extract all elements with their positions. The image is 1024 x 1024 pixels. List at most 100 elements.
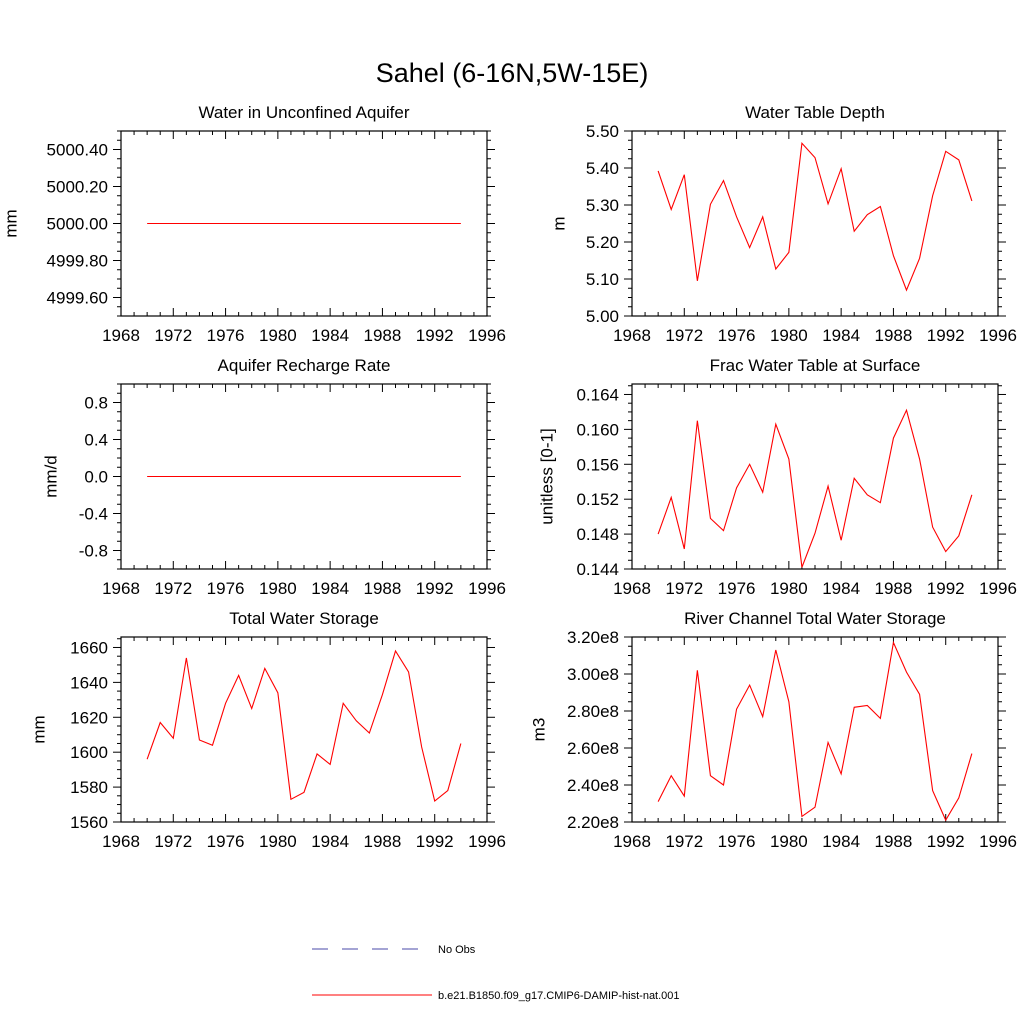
x-tick-label: 1988 <box>364 579 402 598</box>
x-tick-label: 1968 <box>613 579 651 598</box>
panel-water-in-unconfined-aquifer: Water in Unconfined Aquifer mm 1968 1972 197… <box>1 103 505 345</box>
series-line-path <box>146 649 462 803</box>
y-axis-label: mm <box>1 209 20 237</box>
y-axis-label: m <box>549 216 568 230</box>
legend: No Obs b.e21.B1850.f09_g17.CMIP6-DAMIP-h… <box>312 944 680 1002</box>
x-tick-label: 1988 <box>364 326 402 345</box>
x-tick-label: 1996 <box>468 832 506 851</box>
series-line-path <box>657 141 973 292</box>
x-tick-label: 1972 <box>665 832 703 851</box>
legend-label-model-run: b.e21.B1850.f09_g17.CMIP6-DAMIP-hist-nat… <box>438 990 680 1002</box>
y-axis-label: unitless [0-1] <box>537 428 556 524</box>
y-tick-label: 5.00 <box>586 307 619 326</box>
y-tick-label: -0.4 <box>79 505 108 524</box>
y-tick-label: 4999.80 <box>47 252 108 271</box>
y-tick-label: 0.152 <box>576 490 619 509</box>
series-line <box>146 649 462 803</box>
x-tick-label: 1984 <box>311 579 349 598</box>
series-line <box>657 640 973 822</box>
y-tick-label: 1580 <box>70 778 108 797</box>
panel-title: River Channel Total Water Storage <box>684 609 946 628</box>
x-tick-label: 1996 <box>979 579 1017 598</box>
x-tick-label: 1988 <box>875 579 913 598</box>
x-tick-label: 1996 <box>979 832 1017 851</box>
panel-title: Frac Water Table at Surface <box>710 356 921 375</box>
x-tick-label: 1972 <box>154 326 192 345</box>
x-tick-label: 1984 <box>822 579 860 598</box>
figure-title: Sahel (6-16N,5W-15E) <box>376 58 649 88</box>
x-tick-label: 1996 <box>979 326 1017 345</box>
x-tick-label: 1992 <box>416 579 454 598</box>
legend-label-no-obs: No Obs <box>438 944 476 956</box>
y-tick-label: 0.160 <box>576 420 619 439</box>
x-tick-label: 1992 <box>927 832 965 851</box>
plot-frame <box>120 636 488 823</box>
x-tick-label: 1972 <box>665 579 703 598</box>
y-axis-label: m3 <box>529 718 548 742</box>
x-tick-label: 1972 <box>154 832 192 851</box>
x-tick-label: 1968 <box>102 832 140 851</box>
y-tick-label: 0.164 <box>576 385 619 404</box>
y-tick-label: 5000.20 <box>47 178 108 197</box>
x-tick-label: 1980 <box>770 832 808 851</box>
y-tick-label: 5.40 <box>586 159 619 178</box>
x-tick-label: 1984 <box>311 832 349 851</box>
y-tick-label: 2.80e8 <box>567 702 619 721</box>
x-tick-label: 1980 <box>259 579 297 598</box>
x-tick-label: 1992 <box>416 326 454 345</box>
x-tick-label: 1992 <box>927 579 965 598</box>
y-tick-label: 0.156 <box>576 455 619 474</box>
x-tick-label: 1968 <box>613 326 651 345</box>
x-tick-label: 1996 <box>468 579 506 598</box>
series-line <box>657 141 973 292</box>
y-tick-label: 1640 <box>70 673 108 692</box>
y-tick-label: 4999.60 <box>47 289 108 308</box>
x-tick-label: 1968 <box>102 326 140 345</box>
y-tick-label: 3.20e8 <box>567 628 619 647</box>
x-tick-label: 1968 <box>102 579 140 598</box>
x-tick-label: 1976 <box>207 326 245 345</box>
y-tick-label: 1560 <box>70 813 108 832</box>
x-tick-label: 1988 <box>364 832 402 851</box>
y-tick-label: 5.20 <box>586 233 619 252</box>
y-tick-label: 3.00e8 <box>567 665 619 684</box>
x-tick-label: 1980 <box>259 326 297 345</box>
x-tick-label: 1976 <box>718 579 756 598</box>
y-tick-label: -0.8 <box>79 542 108 561</box>
y-tick-label: 5.10 <box>586 270 619 289</box>
y-tick-label: 0.0 <box>84 468 108 487</box>
series-line <box>657 408 973 568</box>
y-tick-label: 0.144 <box>576 560 619 579</box>
y-tick-label: 5.30 <box>586 196 619 215</box>
panel-water-table-depth: Water Table Depth m 1968 1972 1976 1980 1984 19… <box>549 103 1016 345</box>
panel-total-water-storage: Total Water Storage mm 1968 1972 1976 1980 198… <box>29 609 505 851</box>
x-tick-label: 1984 <box>311 326 349 345</box>
panel-title: Water Table Depth <box>745 103 885 122</box>
plot-frame <box>631 636 999 823</box>
y-tick-label: 1660 <box>70 638 108 657</box>
y-axis-label: mm/d <box>41 455 60 498</box>
panel-title: Water in Unconfined Aquifer <box>198 103 409 122</box>
y-tick-label: 1620 <box>70 708 108 727</box>
plot-frame <box>631 383 999 570</box>
x-tick-label: 1976 <box>207 832 245 851</box>
panel-river-channel-total-water-storage: River Channel Total Water Storage m3 1968 1… <box>529 609 1016 851</box>
y-tick-label: 0.8 <box>84 394 108 413</box>
y-tick-label: 2.60e8 <box>567 739 619 758</box>
x-tick-label: 1984 <box>822 326 860 345</box>
panel-title: Total Water Storage <box>229 609 379 628</box>
x-tick-label: 1976 <box>718 326 756 345</box>
x-tick-label: 1988 <box>875 832 913 851</box>
y-tick-label: 0.4 <box>84 431 108 450</box>
y-tick-label: 5.50 <box>586 122 619 141</box>
y-tick-label: 5000.00 <box>47 215 108 234</box>
series-line-path <box>657 640 973 822</box>
x-tick-label: 1984 <box>822 832 860 851</box>
x-tick-label: 1976 <box>207 579 245 598</box>
series-line-path <box>657 408 973 568</box>
x-tick-label: 1976 <box>718 832 756 851</box>
x-tick-label: 1980 <box>770 326 808 345</box>
x-tick-label: 1968 <box>613 832 651 851</box>
x-tick-label: 1972 <box>665 326 703 345</box>
